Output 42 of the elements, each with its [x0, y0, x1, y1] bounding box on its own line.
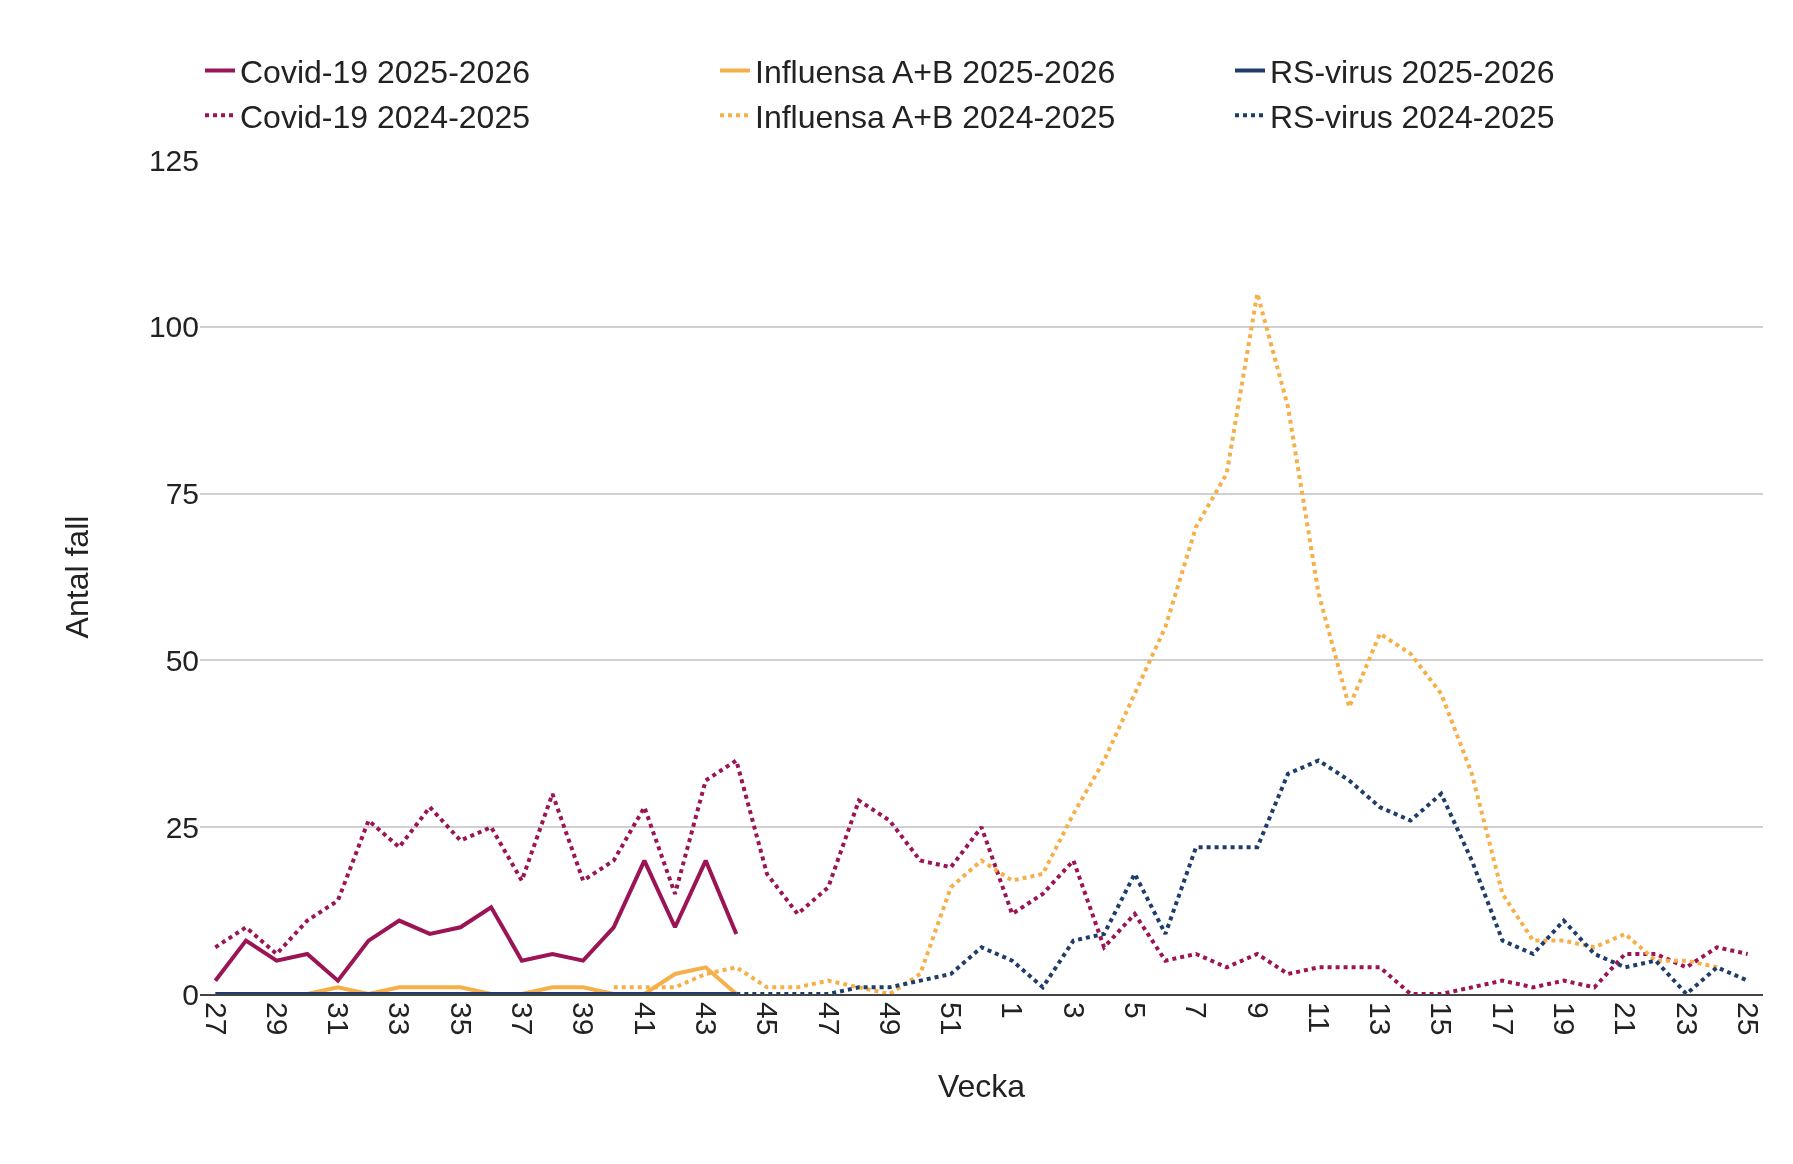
- x-tick-label: 17: [1486, 1002, 1520, 1036]
- x-tick-label: 3: [1057, 1002, 1091, 1019]
- legend-label: Influensa A+B 2024-2025: [755, 98, 1116, 135]
- legend-label: Covid-19 2025-2026: [240, 54, 530, 91]
- x-tick-label: 47: [812, 1002, 846, 1036]
- y-tick-label: 75: [165, 477, 199, 511]
- x-tick-label: 37: [506, 1002, 540, 1036]
- y-tick-label: 25: [165, 810, 199, 844]
- legend-label: RS-virus 2024-2025: [1270, 98, 1555, 135]
- x-tick-label: 15: [1425, 1002, 1459, 1036]
- y-tick-label: 125: [148, 143, 199, 177]
- x-tick-label: 27: [199, 1002, 233, 1036]
- legend-label: Covid-19 2024-2025: [240, 98, 530, 135]
- x-tick-label: 9: [1241, 1002, 1275, 1019]
- y-tick-label: 50: [165, 643, 199, 677]
- x-tick-label: 29: [260, 1002, 294, 1036]
- x-tick-label: 39: [567, 1002, 601, 1036]
- x-tick-label: 25: [1731, 1002, 1765, 1036]
- legend-label: Influensa A+B 2025-2026: [755, 54, 1116, 91]
- x-tick-label: 51: [935, 1002, 969, 1036]
- x-tick-label: 23: [1670, 1002, 1704, 1036]
- x-tick-label: 33: [383, 1002, 417, 1036]
- x-tick-label: 7: [1180, 1002, 1214, 1019]
- x-tick-label: 35: [444, 1002, 478, 1036]
- x-tick-label: 43: [689, 1002, 723, 1036]
- x-tick-label: 13: [1364, 1002, 1398, 1036]
- x-axis-title: Vecka: [937, 1067, 1026, 1104]
- x-tick-label: 19: [1548, 1002, 1582, 1036]
- y-tick-label: 0: [182, 977, 199, 1011]
- x-tick-label: 1: [996, 1002, 1030, 1019]
- y-tick-label: 100: [148, 310, 199, 344]
- y-axis-title: Antal fall: [59, 515, 96, 639]
- x-tick-label: 31: [322, 1002, 356, 1036]
- x-tick-label: 49: [873, 1002, 907, 1036]
- legend-label: RS-virus 2025-2026: [1270, 54, 1555, 91]
- x-tick-label: 11: [1302, 1002, 1336, 1034]
- line-series: [213, 758, 1750, 994]
- x-tick-label: 41: [628, 1002, 662, 1036]
- x-tick-label: 5: [1118, 1002, 1152, 1019]
- x-tick-label: 45: [751, 1002, 785, 1036]
- x-tick-label: 21: [1609, 1002, 1643, 1036]
- line-series: [213, 858, 739, 983]
